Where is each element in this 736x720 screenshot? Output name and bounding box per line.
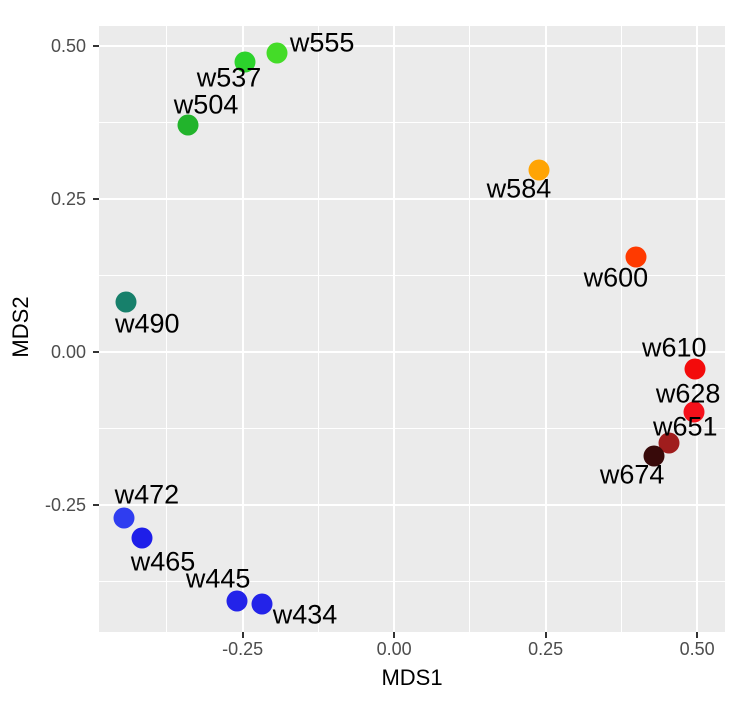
point-label-w584: w584	[486, 173, 552, 204]
data-point-w465	[131, 527, 153, 549]
y-axis-tick-mark	[93, 503, 99, 506]
gridline-major-vertical	[393, 26, 396, 632]
gridline-major-vertical	[696, 26, 699, 632]
y-axis-tick-label: -0.25	[44, 494, 86, 515]
data-point-w555	[266, 42, 288, 64]
data-point-w445	[226, 590, 248, 612]
gridline-major-vertical	[544, 26, 547, 632]
gridline-minor-horizontal	[99, 274, 725, 276]
x-axis-tick-mark	[241, 632, 244, 638]
data-point-w674	[643, 445, 665, 467]
gridline-major-vertical	[241, 26, 244, 632]
y-axis-tick-label: 0.50	[50, 35, 86, 56]
point-label-w610: w610	[642, 332, 707, 363]
point-label-w628: w628	[655, 378, 721, 409]
gridline-minor-vertical	[469, 26, 471, 632]
data-point-w610	[684, 358, 706, 380]
y-axis-tick-label: 0.00	[50, 341, 86, 362]
gridline-minor-vertical	[620, 26, 622, 632]
point-label-w490: w490	[114, 308, 180, 339]
data-point-w651	[658, 432, 680, 454]
point-label-w465: w465	[130, 546, 196, 577]
gridline-minor-horizontal	[99, 580, 725, 582]
point-label-w472: w472	[114, 479, 180, 510]
data-point-w472	[113, 507, 135, 529]
gridline-minor-vertical	[166, 26, 168, 632]
y-axis-tick-mark	[93, 350, 99, 353]
x-axis-tick-label: -0.25	[222, 639, 264, 659]
gridline-major-horizontal	[99, 503, 725, 506]
gridline-major-horizontal	[99, 350, 725, 353]
point-label-w537: w537	[196, 62, 262, 93]
x-axis-tick-label: 0.50	[679, 639, 715, 659]
gridline-minor-horizontal	[99, 427, 725, 429]
data-point-w434	[251, 593, 273, 615]
data-point-w628	[683, 401, 705, 423]
point-label-w600: w600	[583, 262, 649, 293]
y-axis-tick-mark	[93, 197, 99, 200]
data-point-w490	[115, 291, 137, 313]
data-point-w537	[234, 51, 256, 73]
x-axis-tick-label: 0.25	[528, 639, 564, 659]
gridline-major-horizontal	[99, 44, 725, 47]
x-axis-tick-label: 0.00	[376, 639, 412, 659]
gridline-minor-horizontal	[99, 121, 725, 123]
x-axis-title: MDS1	[381, 665, 443, 690]
point-label-w445: w445	[185, 563, 251, 594]
point-label-w555: w555	[289, 27, 355, 58]
gridline-major-horizontal	[99, 197, 725, 200]
point-label-w674: w674	[599, 459, 665, 490]
data-point-w600	[625, 246, 647, 268]
x-axis-tick-mark	[393, 632, 396, 638]
x-axis-tick-mark	[544, 632, 547, 638]
data-point-w504	[177, 114, 199, 136]
data-point-w584	[528, 159, 550, 181]
y-axis-tick-label: 0.25	[50, 188, 86, 209]
point-label-w434: w434	[272, 599, 338, 630]
y-axis-tick-mark	[93, 44, 99, 47]
plot-panel	[99, 26, 725, 632]
gridline-minor-vertical	[317, 26, 319, 632]
x-axis-tick-mark	[696, 632, 699, 638]
point-label-w651: w651	[652, 411, 718, 442]
point-label-w504: w504	[173, 89, 239, 120]
